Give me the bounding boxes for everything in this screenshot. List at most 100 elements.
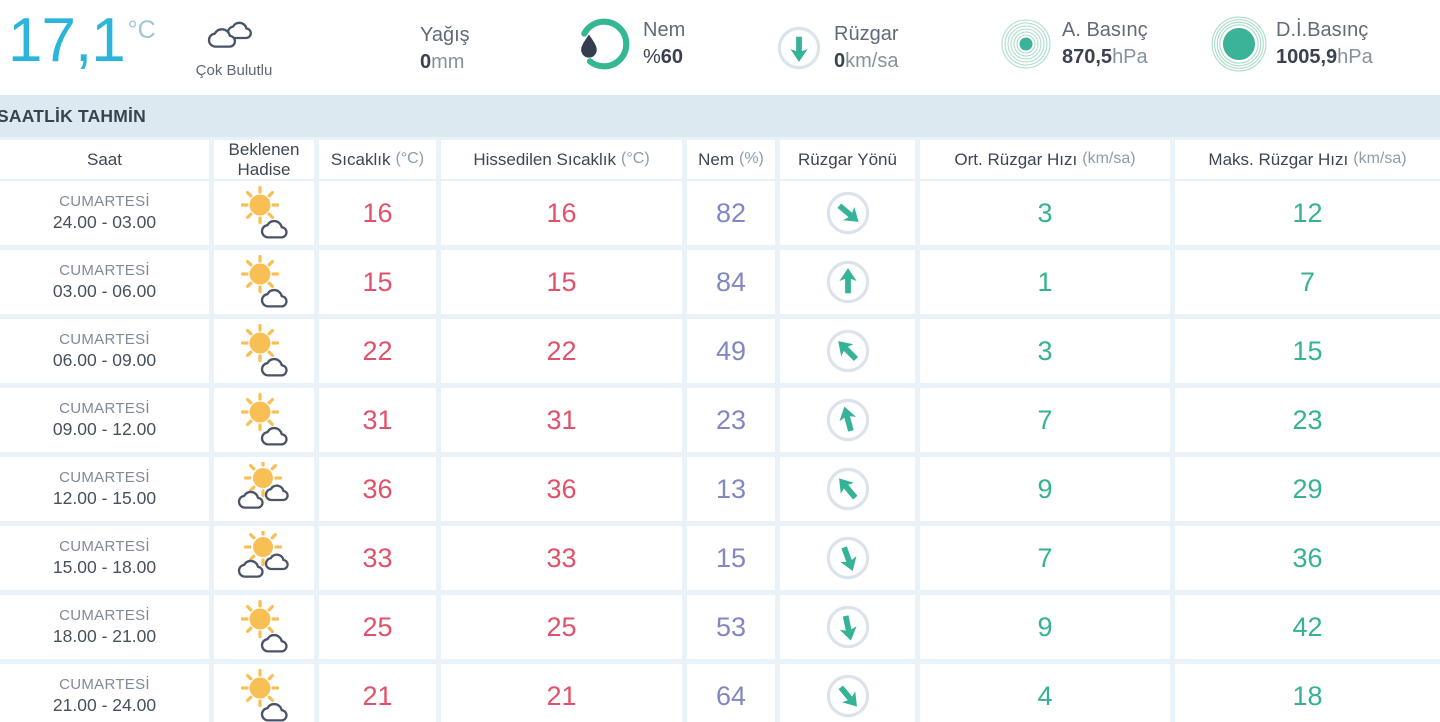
sun-cloud-icon	[232, 324, 296, 378]
column-header-saat: Saat	[0, 140, 209, 180]
sun-cloud-icon	[232, 186, 296, 240]
temperature-value: 15	[319, 250, 436, 314]
table-row: CUMARTESİ 18.00 - 21.00 25 25 53 9 42	[0, 595, 1440, 659]
wind-direction-icon	[826, 467, 869, 511]
row-day: CUMARTESİ	[59, 538, 150, 555]
wind-value: 0	[834, 50, 846, 72]
max-wind-value: 42	[1175, 595, 1440, 659]
wind-direction-icon	[826, 398, 869, 442]
wind-direction-icon	[826, 260, 869, 304]
temperature-value: 16	[319, 181, 436, 245]
table-row: CUMARTESİ 03.00 - 06.00 15 15 84 1 7	[0, 250, 1440, 314]
row-day: CUMARTESİ	[59, 193, 150, 210]
humidity-value: 82	[687, 181, 775, 245]
precipitation-label: Yağış	[420, 24, 470, 46]
sun-clouds-icon	[232, 462, 296, 516]
sun-clouds-icon	[232, 531, 296, 585]
max-wind-value: 7	[1175, 250, 1440, 314]
avg-wind-value: 1	[920, 250, 1170, 314]
avg-wind-value: 7	[920, 526, 1170, 590]
column-header-ort-ruzgar-hizi: Ort. Rüzgar Hızı (km/sa)	[920, 140, 1170, 180]
humidity-value: 15	[687, 526, 775, 590]
row-time: 18.00 - 21.00	[52, 626, 157, 646]
table-row: CUMARTESİ 24.00 - 03.00 16 16 82 3 12	[0, 181, 1440, 245]
actual-pressure-unit: hPa	[1112, 46, 1148, 68]
column-header-beklenen-hadise: Beklenen Hadise	[214, 140, 314, 180]
wind-direction-icon	[777, 26, 821, 70]
precipitation-unit: mm	[431, 51, 465, 73]
row-day: CUMARTESİ	[59, 676, 150, 693]
max-wind-value: 18	[1175, 664, 1440, 722]
feels-like-value: 36	[441, 457, 682, 521]
row-day: CUMARTESİ	[59, 469, 150, 486]
avg-wind-value: 9	[920, 595, 1170, 659]
table-row: CUMARTESİ 15.00 - 18.00 33 33 15 7 36	[0, 526, 1440, 590]
row-time: 15.00 - 18.00	[52, 557, 157, 577]
temperature-value: 33	[319, 526, 436, 590]
sea-level-pressure-value: 1005,9	[1276, 46, 1338, 68]
humidity-value: 49	[687, 319, 775, 383]
row-day: CUMARTESİ	[59, 331, 150, 348]
avg-wind-value: 3	[920, 319, 1170, 383]
humidity-stat: Nem %60	[575, 15, 685, 73]
wind-direction-icon	[826, 329, 869, 373]
table-row: CUMARTESİ 21.00 - 24.00 21 21 64 4 18	[0, 664, 1440, 722]
temperature-unit: °C	[127, 16, 156, 44]
wind-direction-icon	[826, 191, 869, 235]
column-header-maks-ruzgar-hizi: Maks. Rüzgar Hızı (km/sa)	[1175, 140, 1440, 180]
current-temperature: 17,1 °C	[8, 10, 156, 72]
feels-like-value: 31	[441, 388, 682, 452]
table-row: CUMARTESİ 06.00 - 09.00 22 22 49 3 15	[0, 319, 1440, 383]
row-day: CUMARTESİ	[59, 607, 150, 624]
wind-label: Rüzgar	[834, 23, 899, 45]
max-wind-value: 36	[1175, 526, 1440, 590]
humidity-label: Nem	[643, 19, 686, 41]
humidity-value: 53	[687, 595, 775, 659]
pressure-rings-large-icon	[1211, 16, 1267, 72]
wind-direction-icon	[826, 605, 869, 649]
current-conditions-bar: 17,1 °C Çok Bulutlu Yağış 0mm Nem %60 Rüz…	[0, 0, 1440, 95]
max-wind-value: 15	[1175, 319, 1440, 383]
temperature-value: 31	[319, 388, 436, 452]
row-time: 03.00 - 06.00	[52, 281, 157, 301]
wind-direction-icon	[826, 536, 869, 580]
actual-pressure-label: A. Basınç	[1062, 19, 1148, 41]
clouds-icon	[205, 16, 263, 56]
feels-like-value: 21	[441, 664, 682, 722]
feels-like-value: 16	[441, 181, 682, 245]
avg-wind-value: 4	[920, 664, 1170, 722]
column-header-nem: Nem (%)	[687, 140, 775, 180]
humidity-value: 84	[687, 250, 775, 314]
humidity-prefix: %	[643, 46, 661, 68]
actual-pressure-stat: A. Basınç 870,5hPa	[998, 16, 1148, 72]
current-temperature-value: 17,1	[8, 6, 126, 75]
humidity-gauge-icon	[578, 18, 630, 70]
row-day: CUMARTESİ	[59, 400, 150, 417]
droplet-icon	[581, 34, 597, 58]
avg-wind-value: 7	[920, 388, 1170, 452]
section-header: SAATLİK TAHMİN	[0, 95, 1440, 137]
sea-level-pressure-stat: D.İ.Basınç 1005,9hPa	[1210, 15, 1373, 73]
table-row: CUMARTESİ 12.00 - 15.00 36 36 13 9 29	[0, 457, 1440, 521]
max-wind-value: 12	[1175, 181, 1440, 245]
actual-pressure-value: 870,5	[1062, 46, 1113, 68]
hourly-forecast-section: SAATLİK TAHMİN Saat Beklenen Hadise Sıca…	[0, 95, 1440, 722]
row-time: 06.00 - 09.00	[52, 350, 157, 370]
column-header-ruzgar-yonu: Rüzgar Yönü	[780, 140, 915, 180]
precipitation-stat: Yağış 0mm	[420, 22, 470, 76]
humidity-value: 64	[687, 664, 775, 722]
condition-label: Çok Bulutlu	[195, 62, 273, 79]
table-header-row: Saat Beklenen Hadise Sıcaklık (°C) Hissed…	[0, 140, 1440, 180]
wind-stat: Rüzgar 0km/sa	[776, 21, 898, 75]
temperature-value: 25	[319, 595, 436, 659]
avg-wind-value: 9	[920, 457, 1170, 521]
row-day: CUMARTESİ	[59, 262, 150, 279]
column-header-hissedilen-sicaklik: Hissedilen Sıcaklık (°C)	[441, 140, 682, 180]
sun-cloud-icon	[232, 600, 296, 654]
sun-cloud-icon	[232, 669, 296, 722]
humidity-value: 23	[687, 388, 775, 452]
pressure-rings-small-icon	[1001, 19, 1051, 69]
feels-like-value: 33	[441, 526, 682, 590]
feels-like-value: 25	[441, 595, 682, 659]
humidity-value: 13	[687, 457, 775, 521]
